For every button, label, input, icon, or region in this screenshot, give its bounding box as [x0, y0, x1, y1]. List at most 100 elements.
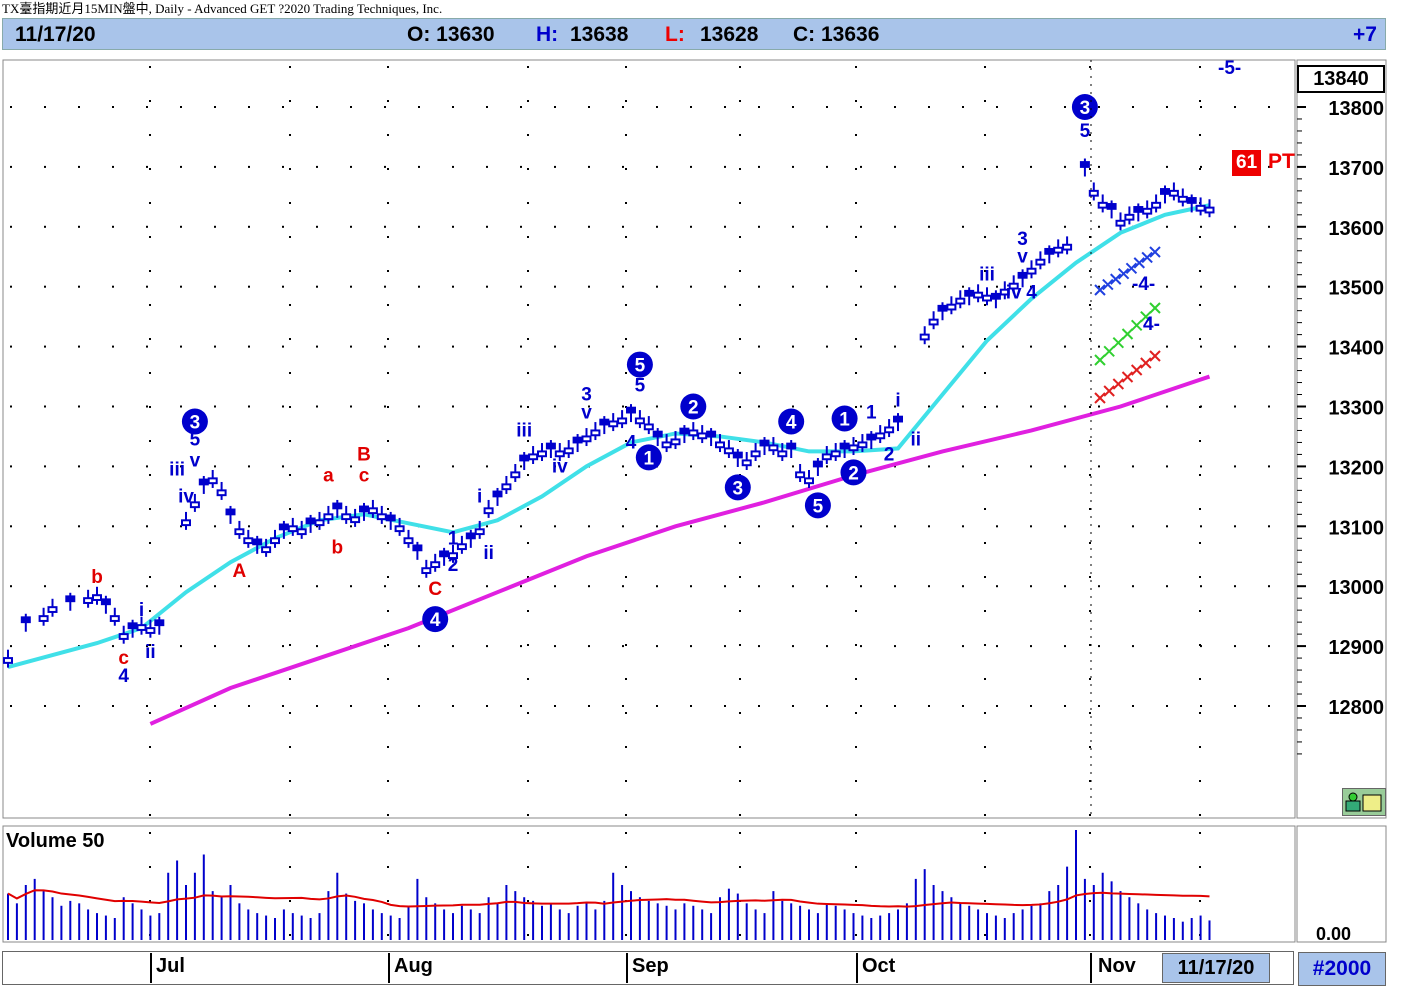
grid-dot [1098, 106, 1100, 108]
grid-dot [146, 465, 148, 468]
grid-dot [384, 225, 386, 228]
grid-dot [984, 100, 986, 102]
info-date: 11/17/20 [15, 23, 96, 46]
grid-dot [625, 270, 627, 272]
grid-dot [1132, 345, 1134, 348]
price-bar-body [1204, 206, 1215, 214]
grid-dot [690, 585, 692, 588]
grid-dot [554, 225, 556, 228]
grid-dot [1064, 525, 1066, 528]
grid-dot [282, 705, 284, 707]
month-label-sep: Sep [632, 955, 669, 977]
grid-dot [289, 168, 291, 170]
grid-dot [44, 525, 46, 528]
grid-dot [928, 465, 930, 468]
info-high-label: H: [536, 23, 559, 46]
grid-dot [625, 202, 627, 204]
grid-dot [826, 225, 828, 228]
toolbox-icon[interactable] [1342, 788, 1386, 816]
price-bar-body [964, 289, 975, 297]
grid-dot [739, 338, 741, 340]
wave-label: c [118, 648, 129, 669]
grid-dot [656, 106, 658, 108]
grid-dot [855, 66, 857, 68]
wave-label: c [359, 465, 370, 486]
projection-markers [1094, 246, 1161, 404]
grid-dot [622, 285, 624, 288]
grid-dot [1199, 576, 1201, 578]
grid-dot [625, 746, 627, 748]
grid-dot [289, 678, 291, 680]
grid-dot [656, 225, 658, 228]
grid-dot [554, 165, 556, 168]
grid-dot [554, 405, 556, 408]
projection-cross [1094, 284, 1106, 296]
grid-dot [149, 270, 151, 272]
grid-dot [758, 405, 760, 408]
grid-dot [622, 225, 624, 228]
grid-dot [418, 225, 420, 228]
grid-dot [387, 338, 389, 340]
grid-dot [588, 345, 590, 348]
grid-dot [996, 165, 998, 168]
grid-dot [625, 304, 627, 306]
wave-circle-label: 3 [1080, 98, 1091, 119]
grid-dot [792, 645, 794, 648]
grid-dot [1199, 440, 1201, 442]
grid-dot [1089, 304, 1091, 306]
grid-dot [1098, 285, 1100, 288]
price-bar-body [287, 525, 298, 533]
price-bar-body [786, 442, 797, 450]
grid-dot [387, 644, 389, 646]
grid-dot [984, 934, 986, 936]
grid-dot [350, 405, 352, 408]
price-bar-body [261, 546, 272, 554]
grid-dot [758, 585, 760, 588]
grid-dot [1199, 678, 1201, 680]
month-tick-aug [388, 953, 390, 983]
grid-dot [855, 644, 857, 646]
price-bar-body [590, 429, 601, 437]
grid-dot [146, 705, 148, 707]
grid-dot [248, 345, 250, 348]
grid-dot [855, 372, 857, 374]
grid-dot [1030, 525, 1032, 528]
grid-dot [1268, 345, 1270, 348]
grid-dot [984, 832, 986, 834]
grid-dot [387, 780, 389, 782]
grid-dot [625, 66, 627, 68]
grid-dot [1132, 525, 1134, 528]
grid-dot [1089, 474, 1091, 476]
grid-dot [625, 610, 627, 612]
wave-circle-label: 3 [733, 478, 744, 499]
grid-dot [387, 236, 389, 238]
info-change: +7 [1353, 23, 1377, 46]
grid-dot [758, 705, 760, 707]
grid-dot [758, 525, 760, 528]
grid-dot [758, 225, 760, 228]
grid-dot [690, 106, 692, 108]
wave-label: ii [145, 642, 156, 663]
wave-label: v [190, 450, 201, 471]
grid-dot [1200, 525, 1202, 528]
projection-cross [1125, 262, 1138, 274]
grid-dot [554, 525, 556, 528]
grid-dot [1166, 165, 1168, 168]
grid-dot [78, 165, 80, 168]
grid-dot [44, 705, 46, 707]
grid-dot [149, 474, 151, 476]
grid-dot [894, 705, 896, 707]
grid-dot [1166, 106, 1168, 108]
grid-dot [214, 645, 216, 648]
bars-count-box[interactable]: #2000 [1298, 952, 1386, 986]
grid-dot [1166, 405, 1168, 408]
grid-dot [289, 712, 291, 714]
price-bar-body [92, 594, 102, 601]
grid-dot [984, 168, 986, 170]
grid-dot [520, 585, 522, 588]
grid-dot [248, 645, 250, 648]
grid-dot [248, 165, 250, 168]
grid-dot [860, 705, 862, 707]
grid-dot [1166, 345, 1168, 348]
